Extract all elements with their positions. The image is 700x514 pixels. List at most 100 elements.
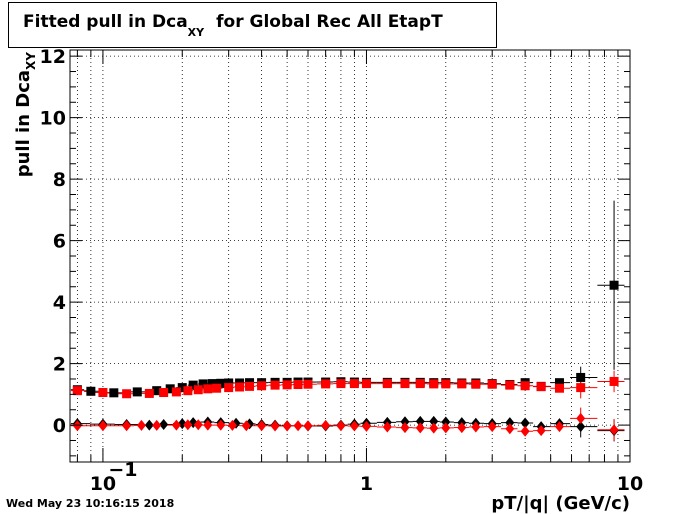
data-point-diamond	[203, 419, 213, 431]
data-point-square	[349, 379, 359, 389]
data-point-diamond	[415, 422, 425, 434]
data-point-square	[609, 376, 619, 386]
data-point-diamond	[227, 419, 237, 431]
timestamp: Wed May 23 10:16:15 2018	[6, 497, 175, 510]
data-point-diamond	[415, 415, 425, 427]
data-point-square	[203, 384, 213, 394]
data-point-square	[198, 379, 208, 389]
data-point-diamond	[429, 415, 439, 427]
data-point-diamond	[457, 422, 467, 434]
data-point-diamond	[576, 421, 586, 433]
error-bar-layer	[70, 200, 625, 442]
data-point-square	[554, 378, 564, 388]
data-point-diamond	[520, 425, 530, 437]
data-point-square	[224, 378, 234, 388]
y-tick-label: 6	[53, 231, 66, 253]
data-point-square	[216, 378, 226, 388]
data-point-diamond	[400, 416, 410, 428]
data-point-square	[207, 379, 217, 389]
data-point-diamond	[144, 419, 154, 431]
data-point-square	[576, 372, 586, 382]
y-tick-label: 2	[53, 354, 66, 376]
data-point-diamond	[576, 412, 586, 424]
marker-layer	[72, 280, 619, 437]
data-point-square	[415, 379, 425, 389]
data-point-square	[193, 385, 203, 395]
plot-frame	[69, 49, 631, 463]
data-point-diamond	[257, 420, 267, 432]
data-point-square	[321, 379, 331, 389]
grid-layer	[70, 50, 631, 462]
data-point-diamond	[183, 419, 193, 431]
data-point-diamond	[536, 425, 546, 437]
data-point-diamond	[98, 420, 108, 432]
data-point-diamond	[216, 419, 226, 431]
data-point-diamond	[505, 417, 515, 429]
data-point-diamond	[505, 423, 515, 435]
data-point-square	[361, 379, 371, 389]
data-point-square	[144, 388, 154, 398]
data-point-square	[86, 386, 96, 396]
data-point-diamond	[72, 420, 82, 432]
title-rest: for Global Rec All EtapT	[216, 12, 443, 32]
data-point-diamond	[122, 420, 132, 432]
data-point-diamond	[177, 418, 187, 430]
data-point-square	[441, 379, 451, 389]
chart-title: Fitted pull in DcaXY for Global Rec All E…	[23, 12, 443, 39]
data-point-square	[293, 380, 303, 390]
tick-layer	[70, 50, 631, 462]
x-tick-label: 10	[90, 473, 116, 495]
data-point-square	[159, 388, 169, 398]
data-point-square	[505, 380, 515, 390]
data-point-square	[487, 379, 497, 389]
y-tick-label: 12	[40, 46, 66, 68]
data-point-diamond	[336, 420, 346, 432]
data-point-diamond	[609, 424, 619, 436]
y-tick-label: 0	[53, 415, 66, 437]
data-point-square	[245, 381, 255, 391]
y-axis-title-main: pull in Dca	[13, 70, 34, 177]
data-point-square	[303, 379, 313, 389]
data-point-diamond	[159, 418, 169, 430]
data-point-diamond	[293, 420, 303, 432]
data-point-diamond	[429, 422, 439, 434]
data-point-square	[257, 381, 267, 391]
data-point-square	[471, 379, 481, 389]
data-point-square	[132, 387, 142, 397]
data-point-square	[98, 388, 108, 398]
data-point-diamond	[441, 416, 451, 428]
data-point-square	[212, 383, 222, 393]
data-point-diamond	[303, 420, 313, 432]
data-point-diamond	[193, 419, 203, 431]
data-point-diamond	[487, 421, 497, 433]
x-tick-label: 1	[360, 473, 373, 495]
y-axis-title-subscript: XY	[24, 52, 38, 70]
data-point-diamond	[152, 419, 162, 431]
data-point-square	[235, 382, 245, 392]
data-point-square	[183, 386, 193, 396]
data-point-square	[270, 380, 280, 390]
data-point-square	[109, 388, 119, 398]
data-point-square	[576, 383, 586, 393]
y-tick-label: 4	[53, 292, 66, 314]
data-point-square	[554, 383, 564, 393]
title-box: Fitted pull in DcaXY for Global Rec All E…	[8, 2, 497, 48]
data-point-diamond	[349, 420, 359, 432]
data-point-square	[382, 379, 392, 389]
y-tick-label: 8	[53, 169, 66, 191]
x-tick-label-exponent: −1	[108, 459, 137, 481]
data-point-square	[429, 379, 439, 389]
x-axis-title: pT/|q| (GeV/c)	[491, 493, 630, 514]
data-point-square	[520, 381, 530, 391]
data-point-square	[122, 389, 132, 399]
data-point-square	[400, 379, 410, 389]
x-tick-label: 10	[617, 473, 643, 495]
data-point-diamond	[270, 420, 280, 432]
data-point-square	[72, 386, 82, 396]
data-point-square	[152, 386, 162, 396]
data-point-diamond	[382, 421, 392, 433]
title-subscript: XY	[187, 26, 205, 39]
data-point-diamond	[471, 421, 481, 433]
